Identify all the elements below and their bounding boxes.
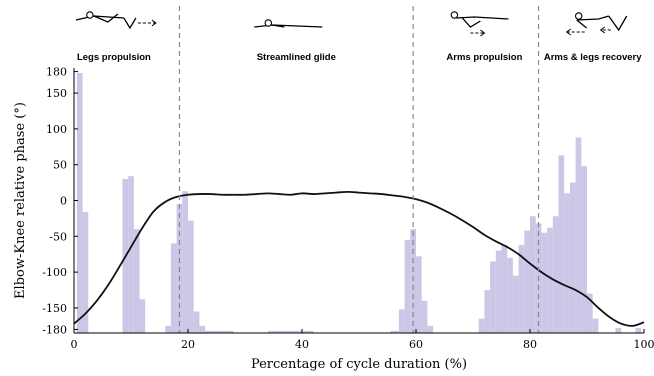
- histogram-bar-0: [76, 73, 83, 333]
- histogram-bar-40: [581, 166, 587, 333]
- histogram-bar-15: [390, 330, 399, 333]
- histogram-bar-18: [410, 229, 416, 333]
- histogram-bar-30: [524, 230, 530, 333]
- histogram-bar-1: [82, 211, 89, 333]
- histogram-bar-22: [478, 318, 485, 333]
- phase-icons: [75, 11, 628, 37]
- histogram-bar-34: [547, 227, 553, 333]
- phase-boundaries: [178, 6, 540, 333]
- histogram-bar-11: [193, 311, 200, 333]
- histogram-bar-10: [188, 220, 194, 333]
- histogram-bar-24: [490, 261, 496, 333]
- histogram-bar-20: [421, 300, 428, 333]
- histogram-bar-23: [484, 290, 491, 333]
- phase-curve: [73, 191, 645, 327]
- swimmer-icon-1: [254, 19, 323, 28]
- histogram-bar-14: [267, 330, 314, 333]
- y-tick-label-0: 180: [46, 66, 67, 79]
- x-tick-label-0: 0: [71, 338, 78, 351]
- histogram-bar-29: [518, 244, 525, 333]
- phase-label-1: Streamlined glide: [257, 52, 336, 63]
- histogram-bar-3: [128, 176, 134, 333]
- histogram-bar-43: [615, 327, 622, 333]
- y-tick-label-2: 100: [46, 123, 67, 136]
- histogram-bar-42: [592, 318, 599, 333]
- histogram-bar-9: [182, 191, 188, 333]
- histogram-bars: [76, 73, 642, 333]
- histogram-bar-12: [199, 325, 206, 333]
- histogram-bar-37: [564, 193, 570, 333]
- x-tick-label-4: 80: [523, 338, 537, 351]
- y-tick-label-8: -180: [42, 323, 67, 336]
- histogram-bar-44: [635, 327, 642, 333]
- y-tick-label-1: 150: [46, 87, 67, 100]
- y-axis-label: Elbow-Knee relative phase (°): [13, 102, 28, 299]
- histogram-bar-31: [530, 216, 536, 333]
- x-tick-label-2: 40: [295, 338, 309, 351]
- histogram-bar-13: [205, 330, 234, 333]
- histogram-bar-4: [133, 229, 140, 333]
- y-tick-label-6: -100: [42, 266, 67, 279]
- y-tick-label-7: -150: [42, 302, 67, 315]
- histogram-bar-21: [427, 325, 434, 333]
- histogram-bar-36: [558, 155, 565, 333]
- phase-curve-line-0: [73, 191, 645, 327]
- histogram-bar-5: [139, 299, 146, 333]
- histogram-bar-33: [541, 232, 548, 333]
- histogram-bar-7: [170, 243, 177, 333]
- chart-text: 0 20 40 60 80 100 180 150 100 50 0 -50 -100 -150 -180 P…: [13, 52, 654, 372]
- histogram-bar-19: [416, 256, 422, 333]
- histogram-bar-25: [495, 250, 502, 333]
- swimmer-icon-3: [565, 12, 628, 36]
- histogram-bar-17: [404, 239, 411, 333]
- histogram-bar-27: [507, 257, 513, 333]
- y-tick-label-5: -50: [49, 230, 67, 243]
- histogram-bar-6: [165, 325, 171, 333]
- swimmer-icon-0: [75, 11, 157, 30]
- axes: [73, 68, 645, 334]
- x-tick-label-5: 100: [634, 338, 654, 351]
- histogram-bar-41: [587, 293, 593, 333]
- phase-label-2: Arms propulsion: [446, 52, 522, 63]
- histogram-bar-16: [398, 309, 405, 333]
- swimmer-icon-2: [450, 11, 509, 37]
- y-tick-label-4: 0: [60, 195, 67, 208]
- y-tick-label-3: 50: [53, 159, 67, 172]
- histogram-bar-38: [569, 182, 576, 333]
- histogram-bar-28: [512, 275, 519, 333]
- x-tick-label-1: 20: [181, 338, 195, 351]
- phase-label-0: Legs propulsion: [77, 52, 151, 63]
- x-tick-label-3: 60: [409, 338, 423, 351]
- histogram-bar-26: [501, 244, 508, 333]
- histogram-bar-35: [552, 216, 559, 333]
- phase-label-3: Arms & legs recovery: [544, 52, 642, 63]
- x-axis-label: Percentage of cycle duration (%): [251, 357, 467, 372]
- histogram-bar-39: [575, 137, 582, 333]
